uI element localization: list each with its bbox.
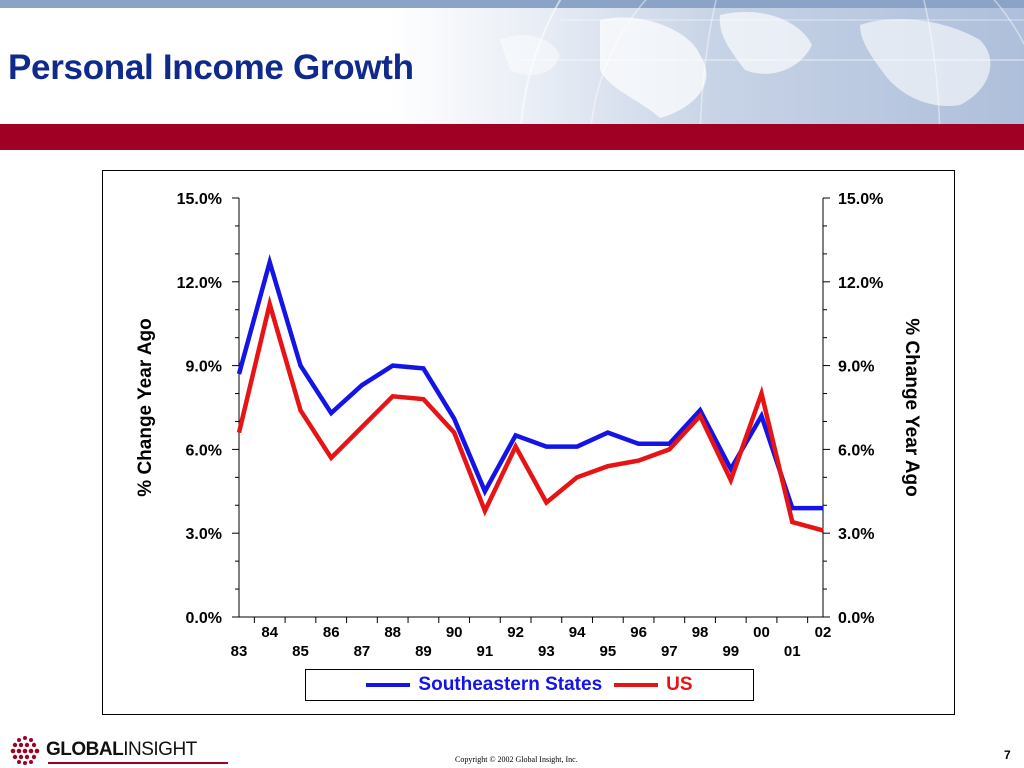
x-tick-label: 94	[569, 624, 586, 641]
x-tick-label: 93	[538, 643, 555, 660]
global-insight-logo: GLOBALINSIGHT	[8, 733, 228, 767]
chart-series-layer	[236, 254, 824, 533]
line-chart: 0.0% 0.0% 3.0% 3.0% 6.0% 6.0% 9.0% 9.0% 12.0% 12.…	[135, 191, 922, 660]
x-tick-label: 91	[477, 643, 494, 660]
legend-item-southeastern: Southeastern States	[366, 674, 602, 696]
x-tick-label: 01	[784, 643, 801, 660]
y-tick-label-left: 6.0%	[186, 442, 222, 459]
x-tick-label: 96	[630, 624, 647, 641]
logo-wordmark: GLOBALINSIGHT	[46, 739, 197, 761]
series-line-us	[236, 295, 824, 533]
x-tick-label: 90	[446, 624, 463, 641]
x-tick-label: 85	[292, 643, 309, 660]
x-tick-label: 98	[692, 624, 709, 641]
logo-underline	[48, 762, 228, 764]
header-band	[0, 0, 1024, 124]
y-tick-label-left: 9.0%	[186, 359, 222, 376]
y-tick-label-right: 6.0%	[838, 442, 874, 459]
copyright-notice: Copyright © 2002 Global Insight, Inc.	[455, 755, 578, 764]
x-tick-label: 00	[753, 624, 770, 641]
y-tick-label-left: 12.0%	[177, 275, 222, 292]
y-axis-label-left: % Change Year Ago	[135, 318, 156, 496]
x-tick-label: 87	[354, 643, 371, 660]
chart-axes: 0.0% 0.0% 3.0% 3.0% 6.0% 6.0% 9.0% 9.0% 12.0% 12.…	[177, 191, 884, 660]
chart-legend: Southeastern States US	[305, 669, 754, 701]
x-tick-label: 88	[384, 624, 401, 641]
x-tick-label: 95	[599, 643, 616, 660]
y-tick-label-left: 3.0%	[186, 526, 222, 543]
x-tick-label: 86	[323, 624, 340, 641]
series-line-southeastern-states	[236, 254, 823, 511]
x-tick-label: 02	[815, 624, 832, 641]
y-tick-label-right: 0.0%	[838, 610, 874, 627]
page-title: Personal Income Growth	[8, 48, 414, 87]
y-tick-label-right: 9.0%	[838, 359, 874, 376]
y-tick-label-right: 12.0%	[838, 275, 883, 292]
header-top-strip	[0, 0, 1024, 8]
chart-frame: 0.0% 0.0% 3.0% 3.0% 6.0% 6.0% 9.0% 9.0% 12.0% 12.…	[102, 170, 955, 715]
y-tick-label-right: 15.0%	[838, 191, 883, 208]
legend-item-us: US	[614, 674, 693, 696]
legend-label-us: US	[666, 674, 693, 695]
y-tick-label-left: 15.0%	[177, 191, 222, 208]
world-map-graphic	[500, 0, 1024, 124]
y-tick-label-right: 3.0%	[838, 526, 874, 543]
y-axis-label-right: % Change Year Ago	[901, 318, 922, 496]
logo-word-insight: INSIGHT	[123, 739, 197, 760]
legend-swatch-southeastern	[366, 683, 411, 687]
page-number: 7	[1004, 748, 1011, 762]
y-tick-label-left: 0.0%	[186, 610, 222, 627]
logo-word-global: GLOBAL	[46, 739, 124, 760]
header-divider-bar	[0, 124, 1024, 150]
x-tick-label: 89	[415, 643, 432, 660]
legend-swatch-us	[614, 683, 659, 687]
x-tick-label: 97	[661, 643, 678, 660]
x-tick-label: 83	[231, 643, 248, 660]
x-tick-label: 99	[722, 643, 739, 660]
legend-label-southeastern: Southeastern States	[418, 674, 603, 695]
x-tick-label: 92	[507, 624, 524, 641]
logo-globe-icon	[10, 736, 40, 765]
x-tick-label: 84	[261, 624, 278, 641]
